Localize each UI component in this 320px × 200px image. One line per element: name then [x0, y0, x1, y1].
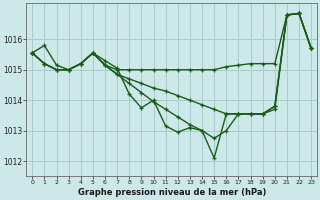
X-axis label: Graphe pression niveau de la mer (hPa): Graphe pression niveau de la mer (hPa) — [77, 188, 266, 197]
